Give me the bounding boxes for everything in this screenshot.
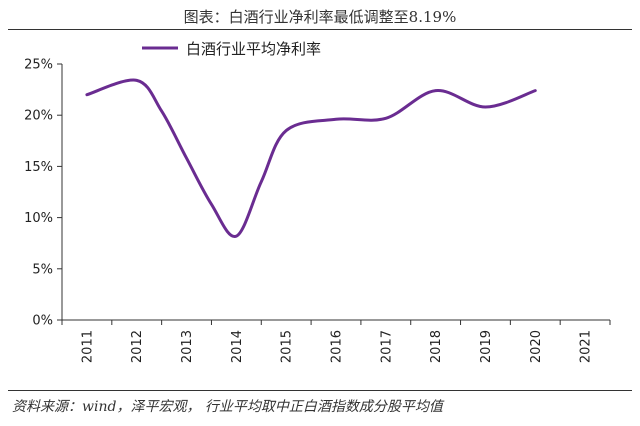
legend-label: 白酒行业平均净利率 bbox=[186, 40, 321, 58]
y-tick-label: 10% bbox=[24, 211, 53, 226]
x-tick-label: 2014 bbox=[230, 330, 245, 363]
y-tick-label: 0% bbox=[32, 314, 53, 329]
legend: 白酒行业平均净利率 bbox=[142, 40, 321, 58]
x-tick-label: 2017 bbox=[379, 330, 394, 363]
x-tick-label: 2018 bbox=[429, 330, 444, 363]
axes bbox=[57, 63, 611, 325]
x-tick-labels: 2011 2012 2013 2014 2015 2016 2017 2018 2019 2020… bbox=[80, 330, 593, 363]
x-tick-label: 2011 bbox=[80, 330, 95, 363]
source-note: 资料来源：wind，泽平宏观， 行业平均取中正白酒指数成分股平均值 bbox=[12, 399, 443, 415]
x-tick-label: 2021 bbox=[579, 330, 594, 363]
y-tick-label: 15% bbox=[24, 160, 53, 175]
y-tick-labels: 0% 5% 10% 15% 20% 25% bbox=[24, 58, 53, 329]
x-tick-label: 2020 bbox=[529, 330, 544, 363]
chart-title: 图表：白酒行业净利率最低调整至8.19% bbox=[183, 8, 457, 26]
x-tick-label: 2015 bbox=[280, 330, 295, 363]
y-tick-label: 25% bbox=[24, 58, 53, 73]
x-tick-label: 2019 bbox=[479, 330, 494, 363]
y-tick-label: 20% bbox=[24, 109, 53, 124]
x-tick-label: 2013 bbox=[180, 330, 195, 363]
series-group bbox=[85, 78, 537, 238]
series-line bbox=[85, 78, 537, 238]
y-tick-label: 5% bbox=[32, 262, 53, 277]
bottom-rule bbox=[8, 390, 632, 391]
x-tick-label: 2016 bbox=[330, 330, 345, 363]
x-tick-label: 2012 bbox=[130, 330, 145, 363]
top-rule bbox=[8, 29, 632, 30]
